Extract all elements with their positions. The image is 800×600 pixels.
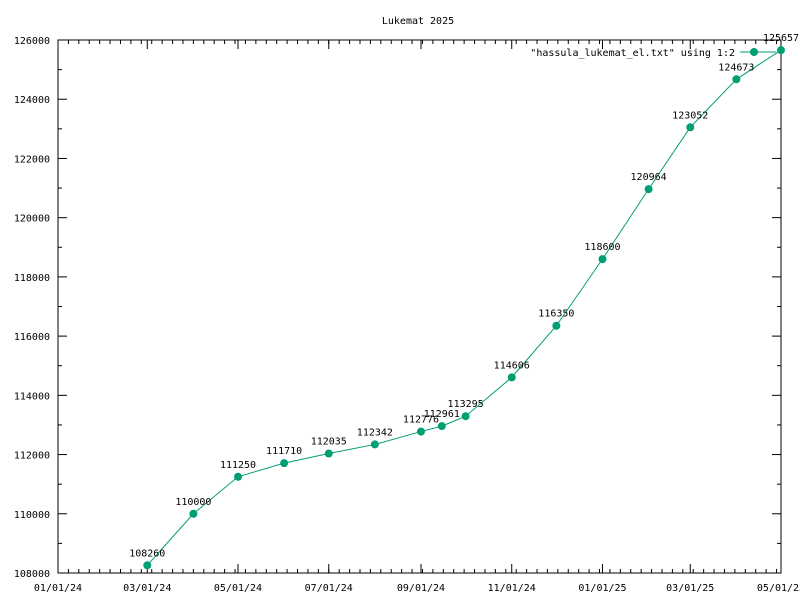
data-point xyxy=(234,472,243,481)
data-point xyxy=(598,255,607,264)
y-tick-label: 116000 xyxy=(14,332,50,343)
data-point xyxy=(461,412,470,421)
y-tick-label: 124000 xyxy=(14,95,50,106)
data-point xyxy=(280,459,289,468)
data-point xyxy=(437,422,446,431)
data-point xyxy=(189,509,198,518)
x-tick-label: 05/01/24 xyxy=(214,583,262,594)
data-point xyxy=(370,440,379,449)
data-label: 123052 xyxy=(672,110,708,121)
chart-title: Lukemat 2025 xyxy=(382,16,454,27)
x-tick-label: 03/01/25 xyxy=(666,583,714,594)
y-tick-label: 126000 xyxy=(14,36,50,47)
x-tick-label: 11/01/24 xyxy=(488,583,536,594)
x-tick-label: 07/01/24 xyxy=(305,583,353,594)
data-label: 116350 xyxy=(538,309,574,320)
axes: 108000 110000 112000 114000 116000 118000 1200… xyxy=(14,36,800,594)
data-label: 111710 xyxy=(266,446,302,457)
data-point xyxy=(644,185,653,194)
x-tick-label: 03/01/24 xyxy=(123,583,171,594)
data-label: 112342 xyxy=(357,427,393,438)
data-point xyxy=(324,449,333,458)
legend-label: "hassula_lukemat_el.txt" using 1:2 xyxy=(530,48,735,59)
data-label: 113295 xyxy=(448,399,484,410)
data-label: 118600 xyxy=(584,242,620,253)
data-point xyxy=(507,373,516,382)
data-label: 120964 xyxy=(631,172,667,183)
data-label: 112776 xyxy=(403,415,439,426)
y-tick-label: 118000 xyxy=(14,273,50,284)
x-tick-label: 09/01/24 xyxy=(397,583,445,594)
data-point xyxy=(686,123,695,132)
x-tick-label: 05/01/25 xyxy=(757,583,800,594)
series-line xyxy=(146,49,782,566)
legend: "hassula_lukemat_el.txt" using 1:2 xyxy=(530,48,776,59)
y-tick-label: 114000 xyxy=(14,391,50,402)
data-label: 111250 xyxy=(220,460,256,471)
data-point xyxy=(552,321,561,330)
data-point xyxy=(732,75,741,84)
series-layer: 108260 110000 111250 111710 112035 112342 1127… xyxy=(129,33,799,570)
y-tick-label: 110000 xyxy=(14,510,50,521)
data-label: 112035 xyxy=(311,437,347,448)
data-label: 110000 xyxy=(175,497,211,508)
data-label: 125657 xyxy=(763,33,799,44)
y-tick-label: 108000 xyxy=(14,569,50,580)
y-tick-label: 122000 xyxy=(14,154,50,165)
legend-marker xyxy=(750,48,758,56)
data-point xyxy=(143,561,152,570)
data-point xyxy=(777,46,785,55)
data-label: 124673 xyxy=(718,62,754,73)
data-point xyxy=(416,427,425,436)
y-tick-label: 120000 xyxy=(14,214,50,225)
data-label: 112961 xyxy=(424,409,460,420)
y-tick-label: 112000 xyxy=(14,451,50,462)
x-tick-label: 01/01/25 xyxy=(578,583,626,594)
data-label: 114606 xyxy=(494,360,530,371)
data-label: 108260 xyxy=(129,548,165,559)
x-tick-label: 01/01/24 xyxy=(34,583,82,594)
